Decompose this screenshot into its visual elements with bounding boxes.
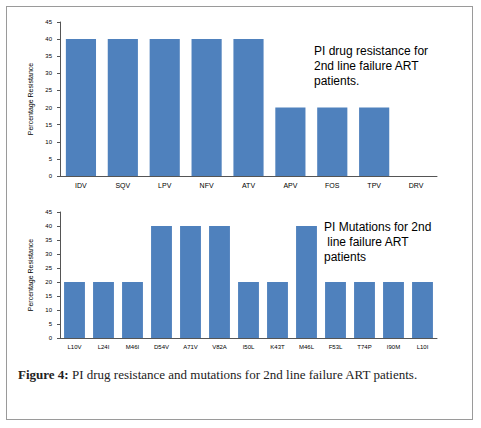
svg-text:NFV: NFV <box>200 182 214 189</box>
svg-text:TPV: TPV <box>367 182 381 189</box>
svg-text:PI Mutations for 2nd: PI Mutations for 2nd <box>324 220 431 234</box>
svg-text:line failure ART: line failure ART <box>324 235 412 249</box>
svg-text:35: 35 <box>45 237 52 243</box>
svg-text:Percentage Resistance: Percentage Resistance <box>27 239 35 311</box>
svg-text:K43T: K43T <box>270 344 285 350</box>
svg-text:45: 45 <box>45 209 52 215</box>
svg-text:Percentage Resistance: Percentage Resistance <box>27 63 35 135</box>
svg-text:10: 10 <box>45 307 52 313</box>
svg-text:35: 35 <box>45 53 52 59</box>
svg-text:IDV: IDV <box>75 182 87 189</box>
html-text:Figure 4: PI drug resistance a: Figure 4: PI drug resistance and mutatio… <box>18 367 418 382</box>
svg-text:patients: patients <box>324 250 366 264</box>
svg-text:T74P: T74P <box>357 344 371 350</box>
svg-text:30: 30 <box>45 251 52 257</box>
svg-text:I90M: I90M <box>387 344 400 350</box>
svg-text:5: 5 <box>49 321 53 327</box>
svg-text:20: 20 <box>45 279 52 285</box>
svg-text:L10I: L10I <box>417 344 429 350</box>
svg-text:SQV: SQV <box>115 182 130 190</box>
svg-text:40: 40 <box>45 223 52 229</box>
svg-text:45: 45 <box>45 19 52 25</box>
svg-text:0: 0 <box>49 173 53 179</box>
svg-text:25: 25 <box>45 87 52 93</box>
svg-text:DRV: DRV <box>409 182 424 189</box>
svg-text:15: 15 <box>45 122 52 128</box>
svg-text:LPV: LPV <box>158 182 172 189</box>
svg-text:0: 0 <box>49 335 53 341</box>
svg-text:I50L: I50L <box>243 344 255 350</box>
svg-text:20: 20 <box>45 105 52 111</box>
svg-text:40: 40 <box>45 36 52 42</box>
svg-text:ATV: ATV <box>242 182 255 189</box>
svg-text:D54V: D54V <box>154 344 169 350</box>
svg-text:2nd line failure ART: 2nd line failure ART <box>314 59 422 73</box>
svg-text:F53L: F53L <box>329 344 343 350</box>
svg-text:L10V: L10V <box>67 344 81 350</box>
svg-text:25: 25 <box>45 265 52 271</box>
svg-text:15: 15 <box>45 293 52 299</box>
svg-text:APV: APV <box>283 182 297 189</box>
svg-text:5: 5 <box>49 156 53 162</box>
svg-text:M46I: M46I <box>126 344 140 350</box>
svg-text:V82A: V82A <box>212 344 227 350</box>
svg-text:M46L: M46L <box>299 344 315 350</box>
svg-text:FOS: FOS <box>325 182 340 189</box>
svg-text:A71V: A71V <box>183 344 198 350</box>
svg-text:L24I: L24I <box>98 344 110 350</box>
svg-text:10: 10 <box>45 139 52 145</box>
svg-text:patients.: patients. <box>314 74 359 88</box>
svg-text:PI drug resistance for: PI drug resistance for <box>314 44 431 58</box>
svg-text:30: 30 <box>45 70 52 76</box>
